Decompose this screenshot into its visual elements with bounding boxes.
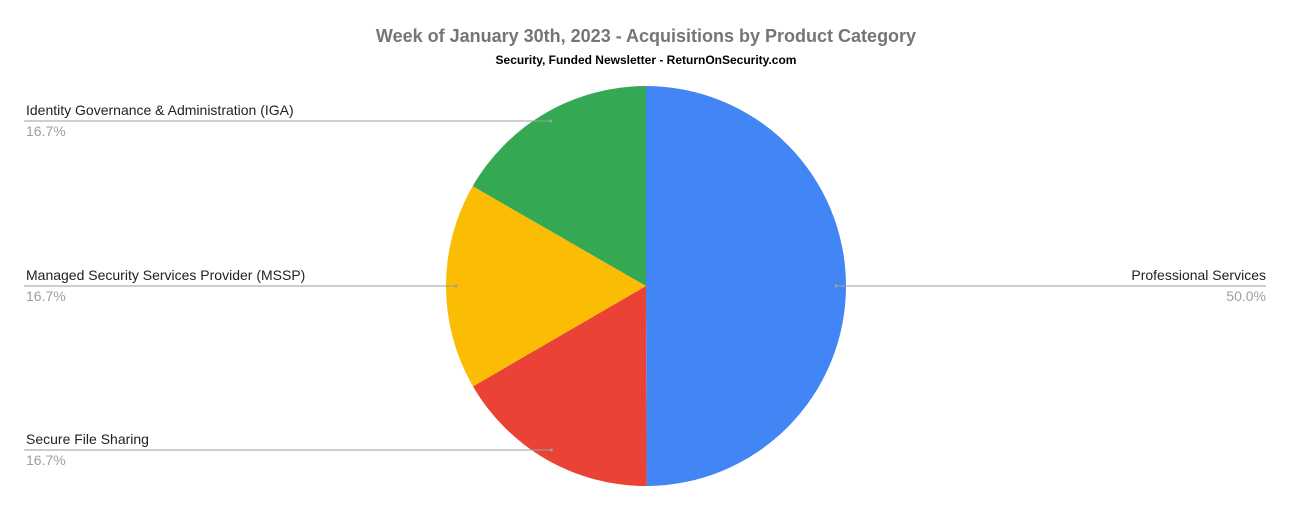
leader-dot	[834, 284, 838, 288]
leader-dot	[454, 284, 458, 288]
pie-slice	[473, 286, 647, 486]
pie-slice	[472, 86, 646, 286]
chart-subtitle: Security, Funded Newsletter - ReturnOnSe…	[495, 53, 797, 67]
chart-title: Week of January 30th, 2023 - Acquisition…	[375, 26, 917, 46]
slice-percent-label: 50.0%	[1226, 288, 1266, 304]
slice-percent-label: 16.7%	[26, 452, 66, 468]
slice-percent-label: 16.7%	[26, 123, 66, 139]
leader-dot	[549, 119, 553, 123]
slice-percent-label: 16.7%	[26, 288, 66, 304]
pie-slice	[646, 86, 846, 486]
pie-slice	[446, 186, 646, 387]
slice-label: Secure File Sharing	[26, 431, 149, 447]
slice-label: Professional Services	[1131, 267, 1266, 283]
leader-dot	[549, 448, 553, 452]
slice-label: Identity Governance & Administration (IG…	[26, 102, 294, 118]
slice-label: Managed Security Services Provider (MSSP…	[26, 267, 306, 283]
